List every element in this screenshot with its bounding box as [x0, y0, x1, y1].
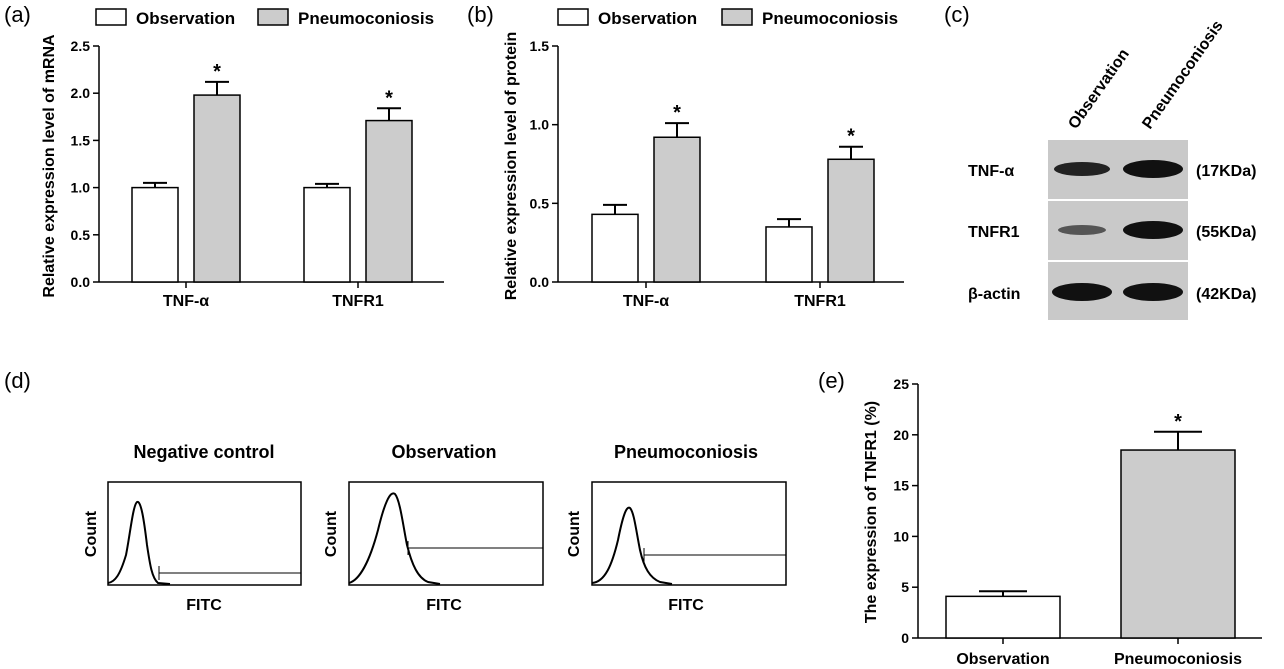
histogram-y-label: Count — [83, 510, 100, 557]
panel-e-label: (e) — [818, 368, 845, 393]
panel-d-label: (d) — [4, 368, 31, 393]
significance-marker: * — [213, 61, 221, 83]
legend-swatch-observation — [95, 8, 127, 26]
panel-c-label: (c) — [944, 2, 970, 27]
blot-weight-label: (55KDa) — [1196, 224, 1256, 241]
y-tick-label: 5 — [901, 579, 909, 595]
panel-e-bar-chart: (e) The expression of TNFR1 (%) 0 5 10 15 20… — [818, 368, 1262, 668]
bar — [365, 119, 413, 283]
panel-b-y-axis-label: Relative expression level of protein — [503, 32, 520, 301]
histogram-curve — [591, 506, 673, 585]
histogram-frame — [107, 481, 302, 586]
bar — [131, 186, 179, 283]
histogram-frame — [348, 481, 544, 586]
legend-label-observation: Observation — [136, 9, 235, 28]
legend-swatch-pneumoconiosis — [721, 8, 753, 26]
panel-d-flow-cytometry: (d) Negative control Count FITC Observat… — [4, 368, 787, 614]
blot-band — [1054, 162, 1110, 176]
histogram-negative-control: Negative control Count FITC — [83, 442, 302, 614]
y-tick-label: 1.0 — [530, 117, 550, 133]
blot-protein-label: β-actin — [968, 286, 1020, 303]
panel-e-category-label: Observation — [956, 651, 1049, 668]
panel-c-western-blot: (c) Observation Pneumoconiosis TNF-α TNF… — [944, 2, 1256, 320]
legend-swatch-observation — [557, 8, 589, 26]
blot-protein-label: TNF-α — [968, 163, 1014, 180]
histogram-x-label: FITC — [668, 597, 704, 614]
panel-a-category-label: TNFR1 — [332, 293, 384, 310]
histogram-y-label: Count — [566, 510, 583, 557]
panel-a-bar-chart: (a) Observation Pneumoconiosis Relative … — [4, 2, 444, 310]
panel-b-bar-chart: (b) Observation Pneumoconiosis Relative … — [467, 2, 904, 310]
y-tick-label: 1.0 — [71, 180, 91, 196]
legend-label-pneumoconiosis: Pneumoconiosis — [762, 9, 898, 28]
panel-b-category-label: TNF-α — [623, 293, 669, 310]
lane-label-pneumoconiosis: Pneumoconiosis — [1139, 18, 1226, 133]
panel-a-label: (a) — [4, 2, 31, 27]
blot-band — [1123, 283, 1183, 301]
panel-e-y-axis-label: The expression of TNFR1 (%) — [863, 401, 880, 623]
bar — [945, 595, 1061, 639]
y-tick-label: 15 — [893, 478, 909, 494]
panel-e-category-label: Pneumoconiosis — [1114, 651, 1242, 668]
y-tick-label: 1.5 — [530, 38, 550, 54]
y-tick-label: 0.5 — [530, 195, 550, 211]
panel-b-label: (b) — [467, 2, 494, 27]
blot-band — [1058, 225, 1106, 235]
y-tick-label: 20 — [893, 427, 909, 443]
y-tick-label: 0.0 — [71, 274, 91, 290]
panel-a-plot: 0.0 0.5 1.0 1.5 2.0 2.5 * * — [71, 38, 444, 290]
panel-b-legend: Observation Pneumoconiosis — [557, 8, 898, 28]
histogram-observation: Observation Count FITC — [323, 442, 544, 614]
blot-weight-label: (17KDa) — [1196, 163, 1256, 180]
histogram-title: Pneumoconiosis — [614, 442, 758, 462]
lane-label-observation: Observation — [1065, 46, 1132, 132]
histogram-curve — [348, 492, 441, 585]
histogram-y-label: Count — [323, 510, 340, 557]
histogram-title: Observation — [391, 442, 496, 462]
histogram-x-label: FITC — [186, 597, 222, 614]
panel-a-category-label: TNF-α — [163, 293, 209, 310]
bar — [1120, 449, 1236, 639]
y-tick-label: 0.0 — [530, 274, 550, 290]
panel-a-legend: Observation Pneumoconiosis — [95, 8, 434, 28]
legend-label-pneumoconiosis: Pneumoconiosis — [298, 9, 434, 28]
y-tick-label: 0 — [901, 630, 909, 646]
panel-e-plot: 0 5 10 15 20 25 * — [893, 376, 1262, 646]
bar — [303, 186, 351, 283]
y-tick-label: 10 — [893, 528, 909, 544]
bar — [765, 226, 813, 283]
blot-band — [1052, 283, 1112, 301]
significance-marker: * — [385, 87, 393, 109]
significance-marker: * — [847, 126, 855, 148]
blot-protein-label: TNFR1 — [968, 224, 1020, 241]
histogram-pneumoconiosis: Pneumoconiosis Count FITC — [566, 442, 787, 614]
histogram-title: Negative control — [133, 442, 274, 462]
y-tick-label: 25 — [893, 376, 909, 392]
y-tick-label: 2.0 — [71, 85, 91, 101]
bar — [591, 213, 639, 283]
panel-b-category-label: TNFR1 — [794, 293, 846, 310]
significance-marker: * — [1174, 411, 1182, 433]
blot-weight-label: (42KDa) — [1196, 286, 1256, 303]
y-tick-label: 2.5 — [71, 38, 91, 54]
legend-swatch-pneumoconiosis — [257, 8, 289, 26]
legend-label-observation: Observation — [598, 9, 697, 28]
y-tick-label: 1.5 — [71, 132, 91, 148]
blot-band — [1123, 160, 1183, 178]
significance-marker: * — [673, 102, 681, 124]
panel-a-y-axis-label: Relative expression level of mRNA — [41, 34, 58, 298]
histogram-frame — [591, 481, 787, 586]
bar — [193, 94, 241, 283]
histogram-curve — [107, 501, 171, 585]
blot-band — [1123, 221, 1183, 239]
bar — [653, 136, 701, 283]
histogram-x-label: FITC — [426, 597, 462, 614]
y-tick-label: 0.5 — [71, 227, 91, 243]
panel-b-plot: 0.0 0.5 1.0 1.5 * * — [530, 38, 904, 290]
bar — [827, 158, 875, 283]
